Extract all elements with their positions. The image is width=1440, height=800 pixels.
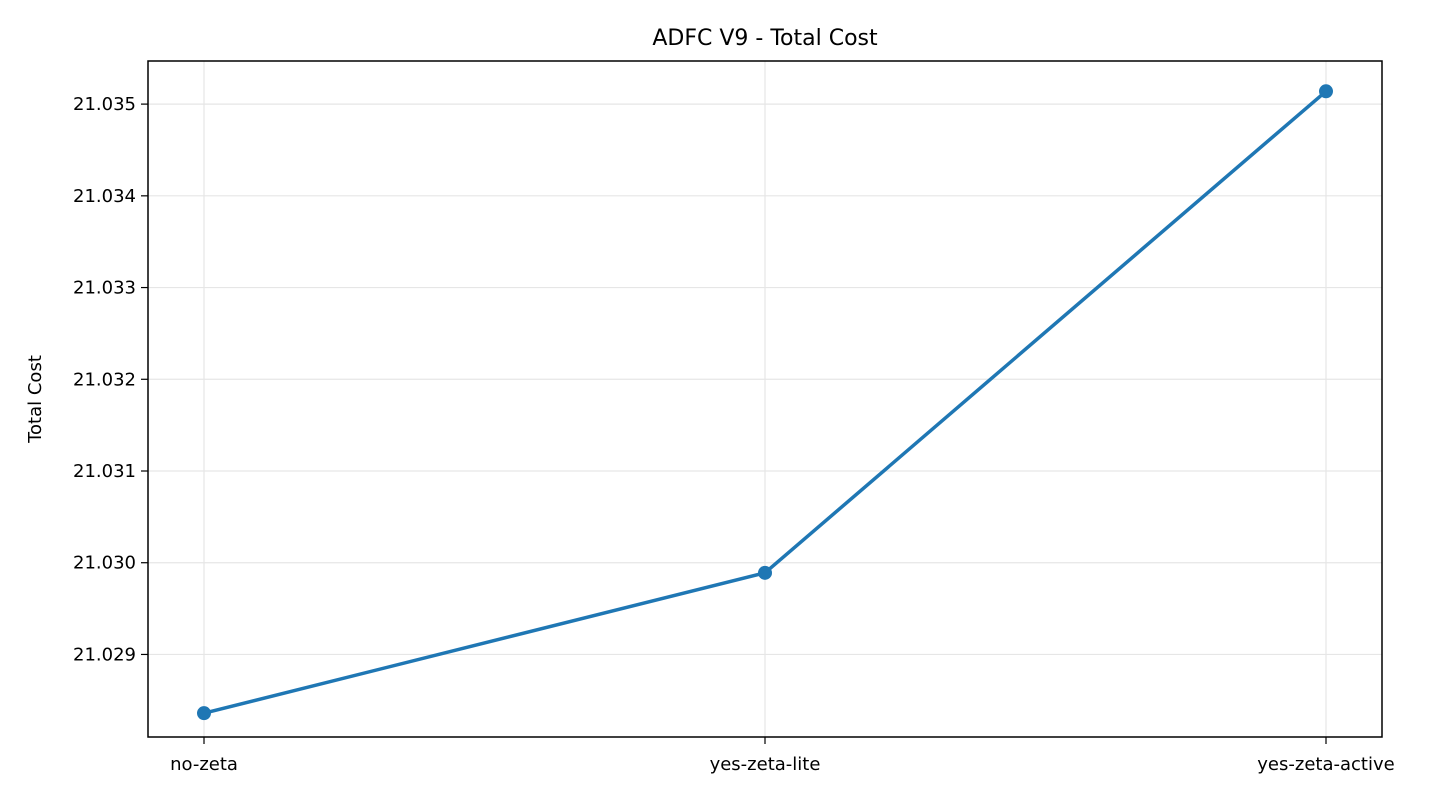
data-point [758, 565, 772, 580]
grid-lines [148, 61, 1382, 737]
y-tick-label: 21.031 [73, 461, 136, 482]
y-tick-label: 21.029 [73, 644, 136, 665]
y-tick-label: 21.033 [73, 278, 136, 299]
x-tick-label: no-zeta [170, 754, 238, 775]
y-axis-label: Total Cost [25, 355, 46, 444]
y-tick-label: 21.032 [73, 369, 136, 390]
y-tick-label: 21.035 [73, 94, 136, 115]
chart-title: ADFC V9 - Total Cost [652, 26, 878, 51]
x-tick-label: yes-zeta-lite [710, 754, 821, 775]
data-point [1319, 84, 1333, 99]
x-tick-label: yes-zeta-active [1257, 754, 1394, 775]
data-point [197, 706, 211, 721]
y-tick-label: 21.030 [73, 553, 136, 574]
axis-ticks: 21.029 21.030 21.031 21.032 21.033 21.034 21.0… [73, 94, 1395, 775]
series-layer [197, 84, 1333, 721]
plot-frame [147, 60, 1383, 738]
y-tick-label: 21.034 [73, 186, 136, 207]
